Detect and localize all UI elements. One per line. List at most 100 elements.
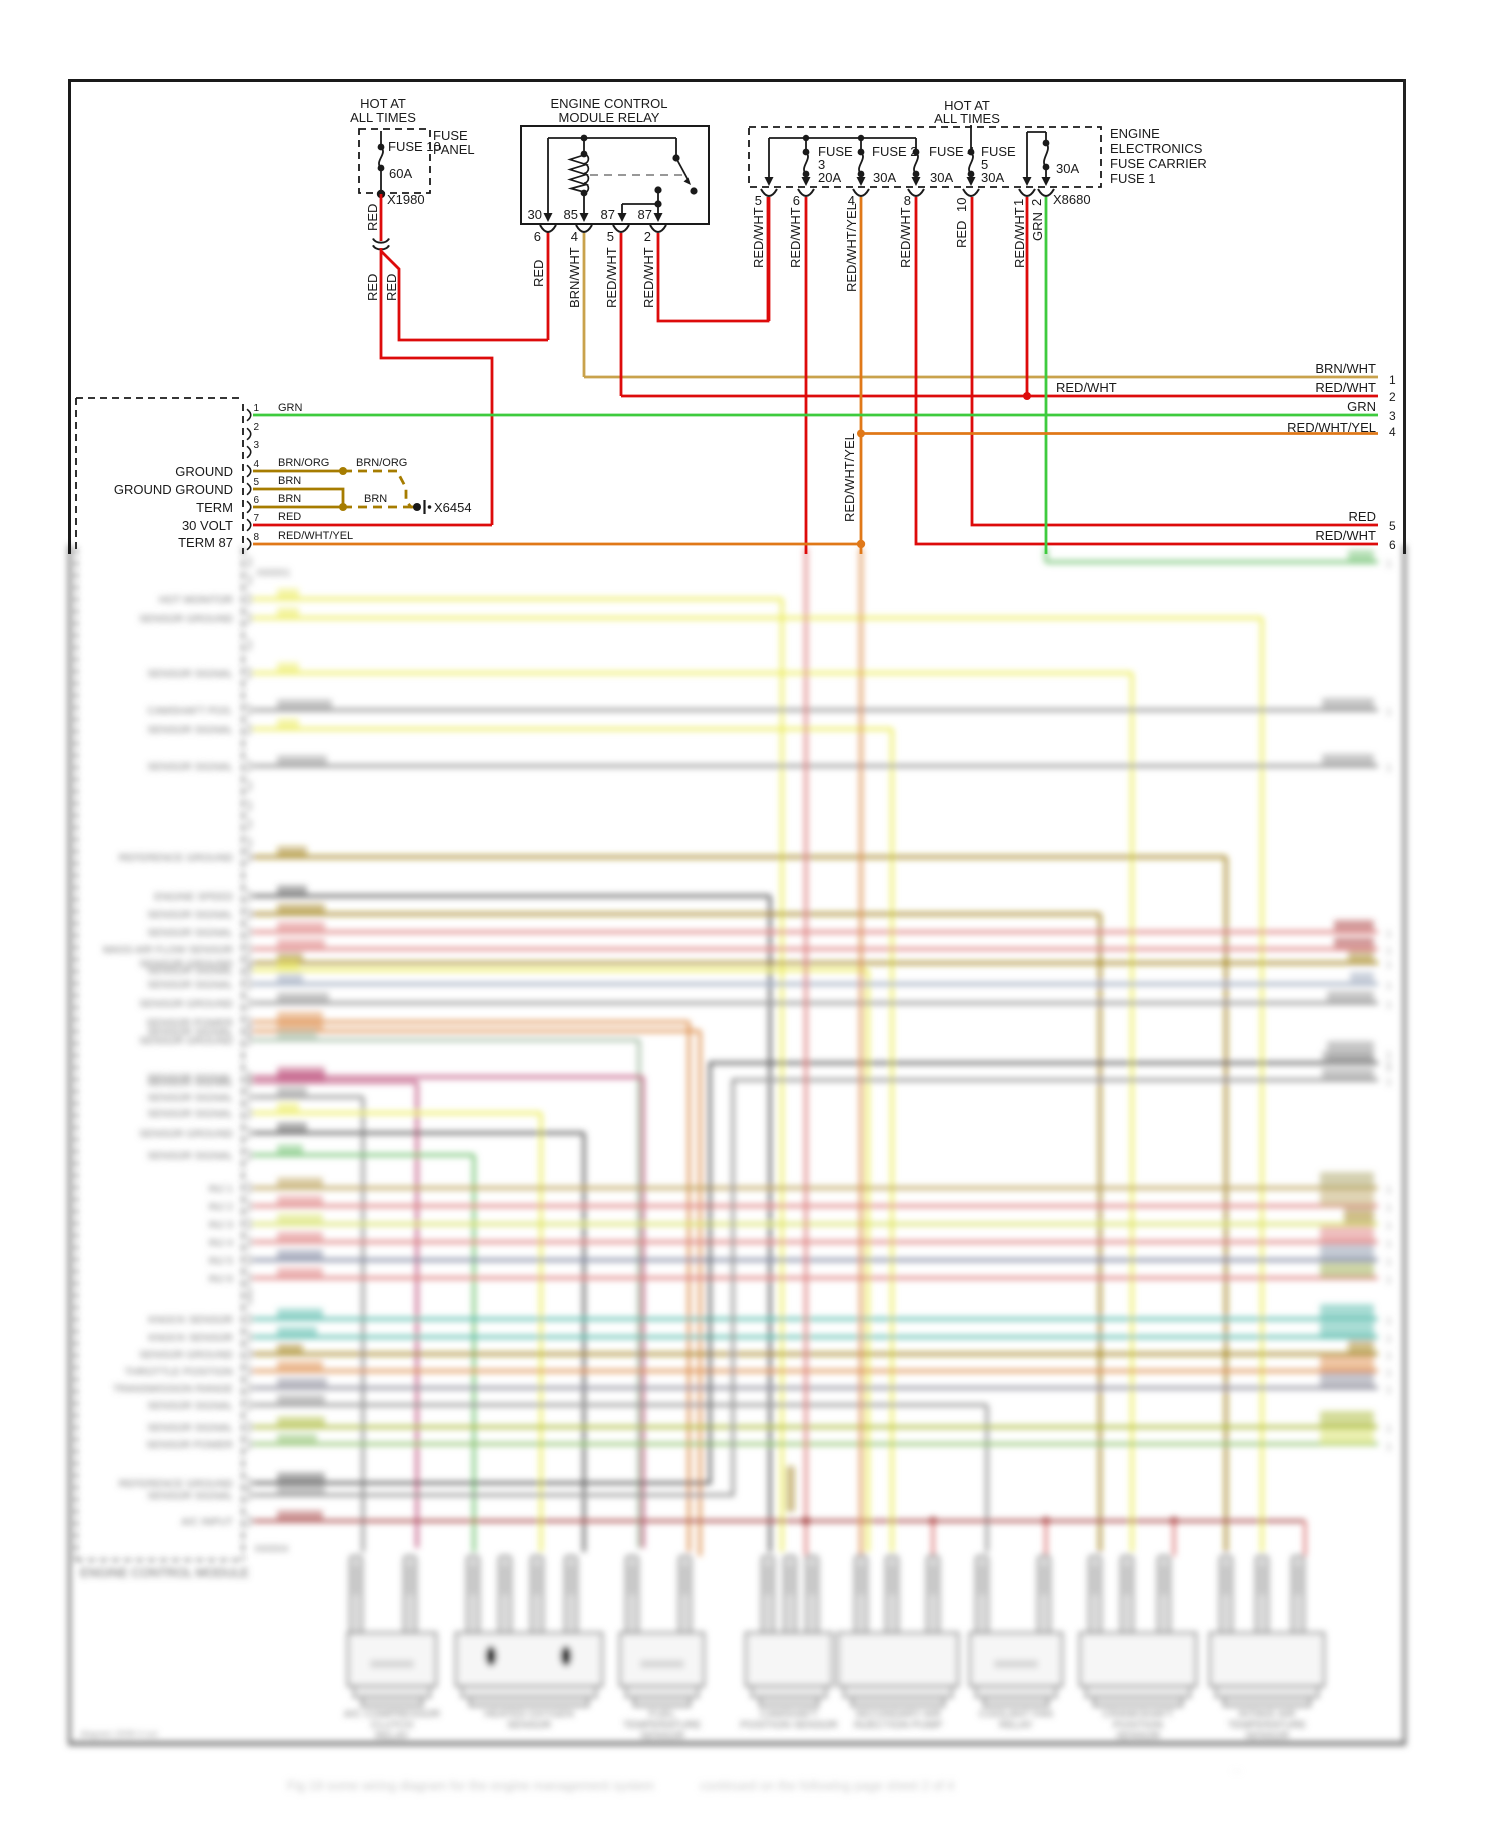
svg-text:1: 1 (254, 403, 260, 414)
svg-text:RED/WHT: RED/WHT (641, 247, 656, 308)
svg-text:FUSE: FUSE (433, 128, 468, 143)
svg-text:SENSOR GROUND: SENSOR GROUND (139, 958, 233, 970)
svg-text:COOLANT FAN: COOLANT FAN (979, 1708, 1053, 1720)
svg-text:RED: RED (1349, 509, 1376, 524)
svg-text:HEATED OXYGEN: HEATED OXYGEN (484, 1708, 574, 1720)
svg-text:FUSE: FUSE (981, 144, 1016, 159)
svg-text:TRANSMISSION RANGE: TRANSMISSION RANGE (113, 1383, 233, 1395)
svg-text:FUSE CARRIER: FUSE CARRIER (1110, 156, 1207, 171)
svg-text:4: 4 (1389, 425, 1396, 439)
svg-text:SENSOR: SENSOR (1245, 1730, 1290, 1742)
svg-text:KNOCK SENSOR: KNOCK SENSOR (148, 1314, 233, 1326)
svg-text:RED/WHT/YEL: RED/WHT/YEL (1287, 420, 1376, 435)
svg-text:SENSOR SIGNAL: SENSOR SIGNAL (147, 668, 233, 680)
svg-text:1: 1 (1386, 981, 1392, 992)
svg-text:RED/WHT: RED/WHT (1315, 380, 1376, 395)
svg-text:RED/WHT: RED/WHT (604, 247, 619, 308)
svg-text:BRN: BRN (278, 475, 301, 487)
svg-text:SENSOR SIGNAL: SENSOR SIGNAL (147, 1072, 233, 1084)
svg-text:2: 2 (644, 229, 651, 244)
svg-text:2: 2 (1389, 390, 1396, 404)
svg-text:ENGINE CONTROL MODULE: ENGINE CONTROL MODULE (80, 1566, 249, 1580)
svg-text:X60004: X60004 (254, 1544, 289, 1555)
svg-text:7: 7 (254, 513, 260, 524)
svg-text:CLUTCH: CLUTCH (371, 1719, 414, 1731)
svg-text:A/C INPUT: A/C INPUT (181, 1516, 234, 1528)
svg-text:1: 1 (1386, 1351, 1392, 1362)
svg-text:1: 1 (1386, 1185, 1392, 1196)
svg-text:FUSE 4: FUSE 4 (929, 144, 975, 159)
svg-text:20A: 20A (818, 170, 841, 185)
svg-text:X8680: X8680 (1053, 192, 1091, 207)
svg-text:FUSE 2: FUSE 2 (872, 144, 918, 159)
svg-text:2: 2 (254, 422, 260, 433)
svg-text:SENSOR GROUND: SENSOR GROUND (139, 998, 233, 1010)
svg-text:30: 30 (528, 207, 542, 222)
svg-text:BRN: BRN (364, 493, 387, 505)
svg-text:1: 1 (1386, 1257, 1392, 1268)
svg-text:CRANKSHAFT: CRANKSHAFT (1102, 1708, 1174, 1720)
svg-text:BRN/ORG: BRN/ORG (356, 457, 407, 469)
svg-text:MASS AIR FLOW SENSOR: MASS AIR FLOW SENSOR (103, 944, 234, 956)
svg-text:BRN/WHT: BRN/WHT (567, 247, 582, 308)
svg-text:THROTTLE POSITION: THROTTLE POSITION (124, 1366, 233, 1378)
svg-text:1: 1 (1011, 199, 1026, 206)
svg-text:RED/WHT: RED/WHT (751, 207, 766, 268)
svg-text:SENSOR SIGNAL: SENSOR SIGNAL (147, 1150, 233, 1162)
svg-text:ELECTRONICS: ELECTRONICS (1110, 141, 1203, 156)
svg-text:1: 1 (1386, 1275, 1392, 1286)
svg-text:TERM 87: TERM 87 (178, 535, 233, 550)
svg-text:HOT MONITOR: HOT MONITOR (159, 594, 234, 606)
svg-text:FUEL: FUEL (649, 1708, 676, 1720)
svg-text:6: 6 (534, 229, 541, 244)
svg-text:1: 1 (1386, 929, 1392, 940)
svg-text:ALL TIMES: ALL TIMES (934, 111, 1000, 126)
svg-text:87: 87 (601, 207, 615, 222)
svg-text:1: 1 (1386, 1060, 1392, 1071)
svg-text:GRN: GRN (1030, 212, 1045, 241)
svg-text:X6454: X6454 (434, 500, 472, 515)
svg-text:5: 5 (1389, 519, 1396, 533)
svg-text:RED/WHT/YEL: RED/WHT/YEL (278, 530, 353, 542)
svg-text:SENSOR SIGNAL: SENSOR SIGNAL (147, 927, 233, 939)
svg-text:6: 6 (1389, 538, 1396, 552)
svg-text:87: 87 (638, 207, 652, 222)
svg-text:RED: RED (531, 260, 546, 287)
svg-text:85: 85 (564, 207, 578, 222)
svg-text:...: ... (1232, 1763, 1241, 1775)
svg-text:10: 10 (954, 198, 969, 212)
svg-text:ALL TIMES: ALL TIMES (350, 110, 416, 125)
svg-text:SECONDARY AIR: SECONDARY AIR (855, 1708, 941, 1720)
svg-text:1: 1 (1386, 1316, 1392, 1327)
svg-text:BRN: BRN (278, 493, 301, 505)
svg-text:1: 1 (1389, 373, 1396, 387)
svg-text:1: 1 (1386, 707, 1392, 718)
svg-text:INJ 1: INJ 1 (208, 1183, 233, 1195)
svg-text:RED: RED (365, 274, 380, 301)
svg-text:CAMSHAFT: CAMSHAFT (760, 1708, 818, 1720)
svg-text:X1980: X1980 (387, 192, 425, 207)
svg-text:SENSOR POWER: SENSOR POWER (146, 1439, 233, 1451)
svg-text:ENGINE CONTROL: ENGINE CONTROL (550, 96, 667, 111)
svg-text:1: 1 (1386, 1334, 1392, 1345)
svg-text:diagram 2008 4 out: diagram 2008 4 out (80, 1729, 158, 1739)
svg-text:1: 1 (1386, 1050, 1392, 1061)
svg-text:1: 1 (1386, 946, 1392, 957)
svg-text:INJ 3: INJ 3 (208, 1219, 233, 1231)
svg-text:CAMSHAFT POS.: CAMSHAFT POS. (147, 705, 233, 717)
svg-text:POSITION: POSITION (1113, 1719, 1163, 1731)
svg-text:SENSOR GROUND: SENSOR GROUND (139, 613, 233, 625)
svg-text:MODULE RELAY: MODULE RELAY (559, 110, 660, 125)
svg-text:RED: RED (384, 274, 399, 301)
svg-text:SENSOR SIGNAL: SENSOR SIGNAL (147, 979, 233, 991)
svg-text:RED: RED (278, 511, 301, 523)
svg-text:HOT AT: HOT AT (944, 98, 990, 113)
svg-text:BRN/WHT: BRN/WHT (1315, 361, 1376, 376)
svg-text:1: 1 (1386, 1442, 1392, 1453)
svg-text:RELAY: RELAY (999, 1719, 1033, 1731)
svg-text:1: 1 (1386, 960, 1392, 971)
svg-text:30 VOLT: 30 VOLT (182, 518, 233, 533)
svg-text:GROUND: GROUND (175, 464, 233, 479)
svg-text:SENSOR SIGNAL: SENSOR SIGNAL (147, 1026, 233, 1038)
svg-text:60A: 60A (389, 166, 412, 181)
